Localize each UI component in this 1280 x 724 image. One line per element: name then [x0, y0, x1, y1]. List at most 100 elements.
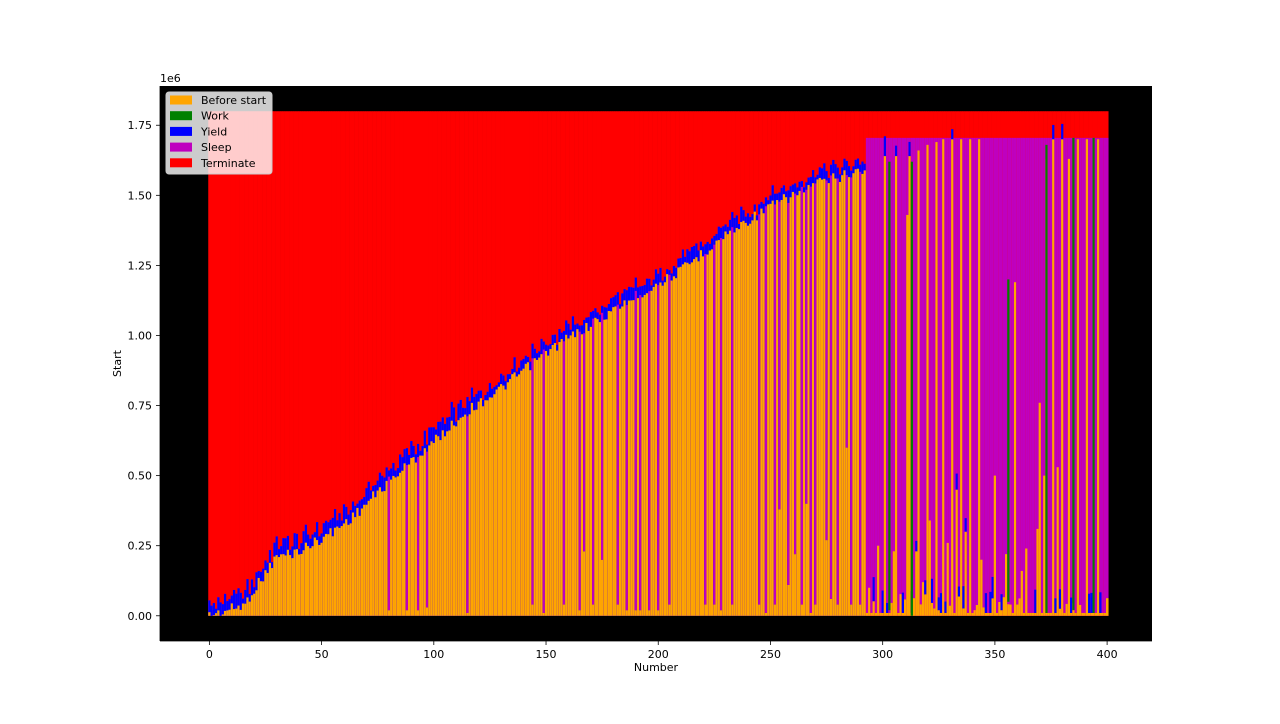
bar-sleep: [425, 451, 429, 608]
bar-sleep: [1027, 137, 1030, 616]
bar-sleep: [998, 137, 1001, 616]
bar-yield: [212, 602, 216, 616]
bar-terminate: [405, 111, 409, 616]
bar-before-start: [1065, 603, 1069, 616]
bar-terminate: [437, 111, 440, 616]
bar-before-start: [962, 608, 965, 616]
bar-sleep: [773, 204, 777, 605]
bar-terminate: [457, 111, 460, 616]
bar-before-start: [924, 594, 927, 616]
bar-before-start: [390, 479, 393, 616]
bar-sleep: [899, 137, 903, 616]
bar-before-start: [829, 598, 833, 616]
bar-terminate: [414, 111, 418, 616]
bar-terminate: [293, 111, 297, 616]
bar-before-start: [327, 534, 330, 616]
bar-before-start: [758, 604, 761, 616]
bar-before-start: [302, 550, 306, 616]
bar-before-start: [874, 612, 878, 616]
bar-terminate: [374, 111, 377, 616]
bar-before-start: [982, 607, 986, 616]
bar-before-start: [1020, 570, 1024, 616]
bar-before-start: [870, 612, 873, 616]
bar-before-start: [293, 549, 297, 616]
bar-sleep: [648, 291, 651, 611]
bar-before-start: [298, 554, 301, 616]
bar-yield: [1099, 592, 1102, 613]
bar-before-start: [596, 319, 600, 616]
y-tick-label: 0.50: [128, 470, 153, 483]
bar-terminate: [289, 111, 292, 616]
bar-terminate: [363, 111, 366, 616]
bar-before-start: [708, 250, 712, 616]
bar-before-start: [354, 517, 357, 616]
bar-before-start: [401, 470, 404, 616]
bar-before-start: [1016, 604, 1019, 616]
bar-sleep: [1047, 137, 1051, 616]
bar-sleep: [1018, 137, 1021, 616]
bar-terminate: [230, 111, 234, 616]
bar-before-start: [567, 338, 570, 616]
bar-terminate: [392, 111, 395, 616]
bar-yield: [232, 589, 236, 616]
bar-before-start: [235, 608, 238, 616]
bar-before-start: [966, 612, 970, 616]
bar-before-start: [670, 280, 674, 616]
bar-sleep: [881, 137, 885, 616]
bar-before-start: [291, 558, 294, 616]
bar-before-start: [973, 610, 977, 616]
bar-before-start: [495, 389, 499, 616]
bar-terminate: [284, 111, 288, 616]
bar-sleep: [1005, 137, 1008, 616]
bar-before-start: [798, 190, 802, 616]
bar-sleep: [928, 137, 932, 616]
bar-before-start: [425, 607, 429, 616]
bar-yield: [214, 608, 218, 616]
bar-yield: [908, 141, 912, 157]
bar-before-start: [212, 615, 216, 616]
bar-sleep: [1009, 137, 1013, 616]
bar-sleep: [1094, 137, 1098, 616]
bar-before-start: [1013, 282, 1017, 616]
bar-before-start: [1000, 610, 1004, 616]
bar-sleep: [1049, 137, 1053, 616]
bar-before-start: [1036, 528, 1039, 616]
x-tick-label: 50: [315, 648, 329, 661]
bar-before-start: [1081, 612, 1084, 616]
bar-before-start: [773, 604, 777, 616]
bar-terminate: [311, 111, 315, 616]
bar-sleep: [1058, 137, 1062, 616]
bar-terminate: [428, 111, 431, 616]
bar-before-start: [778, 509, 781, 616]
bar-terminate: [333, 111, 337, 616]
bar-sleep: [578, 331, 582, 611]
bar-before-start: [751, 220, 754, 616]
bar-before-start: [881, 612, 885, 616]
bar-before-start: [614, 306, 618, 616]
bar-sleep: [912, 137, 916, 616]
bar-sleep: [933, 137, 936, 616]
bar-before-start: [627, 300, 631, 616]
bar-terminate: [277, 111, 281, 616]
bar-yield: [924, 580, 927, 595]
bar-before-start: [509, 379, 512, 616]
bar-before-start: [724, 231, 727, 616]
bar-before-start: [432, 442, 436, 616]
bar-sleep: [915, 137, 918, 616]
bar-sleep: [387, 476, 391, 611]
bar-yield: [915, 540, 918, 552]
bar-before-start: [634, 610, 638, 616]
bar-before-start: [448, 430, 451, 616]
bar-yield: [244, 589, 247, 616]
bar-sleep: [1074, 137, 1078, 616]
bar-before-start: [863, 170, 867, 616]
bar-before-start: [879, 612, 882, 616]
bar-terminate: [347, 111, 350, 616]
bar-terminate: [387, 111, 391, 616]
bar-sleep: [668, 274, 671, 605]
bar-before-start: [1079, 604, 1082, 616]
bar-before-start: [746, 225, 750, 616]
x-axis: 0 50 100 150 200 250 300 350 400: [160, 640, 1152, 661]
bar-yield: [991, 576, 995, 599]
bar-before-start: [825, 540, 828, 616]
